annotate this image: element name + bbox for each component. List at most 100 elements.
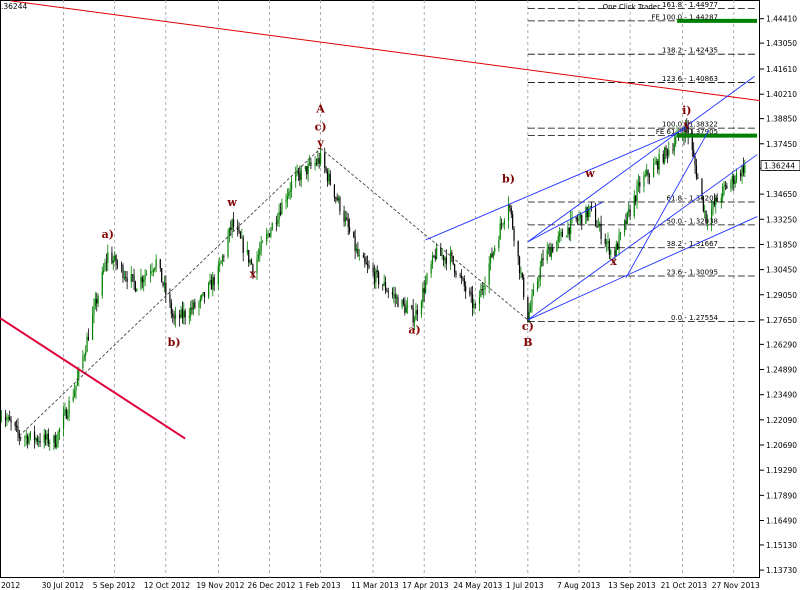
candle-body <box>213 277 215 285</box>
candle-body <box>35 438 37 441</box>
candle-body <box>267 233 269 235</box>
candle-body <box>56 443 58 448</box>
x-tick-label: 13 Sep 2013 <box>608 581 656 590</box>
candle-body <box>451 252 453 256</box>
x-tick-label: 1 Jul 2013 <box>506 581 544 590</box>
candle-body <box>528 311 530 322</box>
candle-body <box>151 271 153 272</box>
x-tick-label: 5 Sep 2012 <box>93 581 136 590</box>
candle-body <box>279 211 282 215</box>
candle-body <box>194 302 196 308</box>
candle-body <box>261 241 264 243</box>
candle-body <box>489 253 492 264</box>
candle-body <box>192 302 195 310</box>
candle-body <box>657 160 659 170</box>
fib-level-label: 100.0 - 1.38322 <box>662 121 718 129</box>
candle-body <box>75 385 77 392</box>
candle-body <box>502 223 504 225</box>
candle-body <box>694 156 696 166</box>
candle-body <box>10 420 12 423</box>
candle-body <box>423 288 425 293</box>
candle-body <box>547 247 550 250</box>
candle-body <box>730 181 732 189</box>
candle-body <box>459 274 461 276</box>
candle-body <box>460 275 463 278</box>
candle-body <box>343 211 345 222</box>
candle-body <box>163 282 166 286</box>
candle-body <box>455 272 457 275</box>
candle-body <box>546 249 548 261</box>
candle-body <box>238 229 240 233</box>
candle-body <box>220 261 222 264</box>
candle-body <box>246 250 248 253</box>
candle-body <box>693 149 695 157</box>
candle-body <box>378 272 380 285</box>
candle-body <box>111 252 113 264</box>
x-tick-label: 27 Nov 2013 <box>712 581 760 590</box>
candle-body <box>96 299 98 304</box>
candle-body <box>646 170 648 175</box>
candle-body <box>662 153 664 163</box>
candle-body <box>559 233 561 237</box>
candle-body <box>454 264 456 273</box>
candle-body <box>183 310 185 318</box>
x-axis: 2012 30 Jul 2012 5 Sep 2012 12 Oct 2012 19 N… <box>1 0 760 590</box>
candle-body <box>68 400 70 415</box>
candle-body <box>141 277 143 283</box>
candle-body <box>112 260 114 264</box>
candle-body <box>83 355 85 357</box>
candle-body <box>324 152 326 168</box>
wave-label: x <box>610 255 617 268</box>
candle-body <box>172 313 174 317</box>
candle-body <box>116 264 119 266</box>
candle-body <box>6 419 8 421</box>
candle-body <box>188 316 190 318</box>
y-tick-label: 1.17890 <box>766 491 797 500</box>
current-price-box <box>760 160 800 171</box>
y-axis: 1.44410 1.43050 1.41610 1.40210 1.38850 1.374… <box>760 15 797 575</box>
candle-body <box>212 277 214 290</box>
candle-body <box>191 307 193 310</box>
candle-body <box>278 211 280 220</box>
candle-body <box>57 431 59 444</box>
candle-body <box>9 416 11 421</box>
candle-body <box>416 310 418 315</box>
candle-body <box>45 434 47 440</box>
candle-body <box>7 416 9 420</box>
candle-body <box>161 268 163 283</box>
candle-body <box>655 160 657 164</box>
top-chart-label: One Click Trader <box>603 3 661 11</box>
candle-body <box>391 292 394 295</box>
candle-body <box>169 294 171 303</box>
y-tick-label: 1.16490 <box>766 516 797 525</box>
candle-body <box>152 270 154 272</box>
candle-body <box>317 158 319 164</box>
candle-body <box>499 223 501 240</box>
candle-body <box>386 290 388 292</box>
candle-body <box>393 294 395 296</box>
blue-channel-line <box>527 154 758 321</box>
candle-body <box>0 410 1 418</box>
candle-body <box>425 281 427 293</box>
candle-body <box>208 283 210 298</box>
candle-body <box>223 256 225 257</box>
candle-body <box>241 237 243 239</box>
candle-body <box>530 306 532 312</box>
candle-body <box>39 441 41 443</box>
y-tick-label: 1.33250 <box>766 215 797 224</box>
candle-body <box>594 208 597 226</box>
candle-body <box>54 435 56 448</box>
candle-body <box>288 192 290 197</box>
candle-body <box>228 227 230 237</box>
y-tick-label: 1.38850 <box>766 115 797 124</box>
candle-body <box>308 162 311 165</box>
x-tick-label: 1 Feb 2013 <box>299 581 341 590</box>
candle-body <box>628 209 630 212</box>
candle-body <box>658 153 660 170</box>
candle-body <box>180 309 182 318</box>
candle-body <box>219 263 221 266</box>
candle-body <box>706 222 709 224</box>
candle-body <box>136 288 138 292</box>
